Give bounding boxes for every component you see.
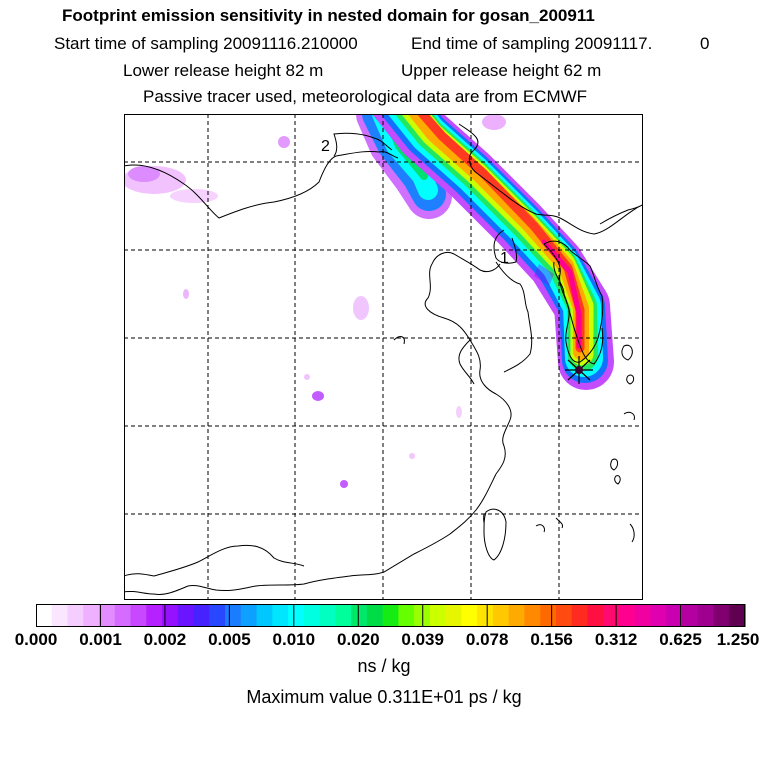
patch-d xyxy=(304,374,310,380)
map-label-1: 1 xyxy=(500,250,509,267)
colorbar-cell xyxy=(634,604,652,627)
map-label-2: 2 xyxy=(321,138,330,155)
colorbar-tick-label: 0.000 xyxy=(14,630,58,649)
colorbar-cell xyxy=(319,604,336,627)
patch-f xyxy=(456,406,462,418)
colorbar-tick-label: 0.010 xyxy=(272,630,316,649)
colorbar-cell xyxy=(162,604,179,627)
colorbar-tick-label: 0.156 xyxy=(530,630,573,649)
colorbar-cell xyxy=(67,604,84,627)
colorbar-cell xyxy=(477,604,494,627)
colorbar-cell xyxy=(256,604,273,627)
colorbar-cell xyxy=(225,604,242,627)
colorbar-cell xyxy=(177,604,195,627)
colorbar-cell xyxy=(36,604,53,627)
colorbar xyxy=(36,604,746,627)
map-frame xyxy=(124,114,643,600)
colorbar-cell xyxy=(288,604,305,627)
patch-g xyxy=(409,453,415,459)
korean-peninsula xyxy=(543,240,604,363)
patch-c xyxy=(312,391,324,401)
patch-north xyxy=(278,136,290,148)
colorbar-tick-label: 0.078 xyxy=(465,630,509,649)
colorbar-cell xyxy=(540,604,557,627)
colorbar-cell xyxy=(429,604,447,627)
colorbar-cell xyxy=(335,604,352,627)
colorbar-tick-label: 0.625 xyxy=(659,630,702,649)
colorbar-dividers xyxy=(99,604,682,627)
colorbar-cell xyxy=(603,604,620,627)
colorbar-cell xyxy=(114,604,132,627)
patch-b xyxy=(353,296,369,320)
colorbar-cell xyxy=(382,604,399,627)
colorbar-frame xyxy=(36,604,745,627)
end-time-value: 0 xyxy=(700,34,710,53)
start-time-text: Start time of sampling 20091116.210000 xyxy=(54,34,358,53)
colorbar-tick-label: 0.039 xyxy=(401,630,444,649)
colorbar-cell xyxy=(445,604,462,627)
island-se xyxy=(610,458,619,471)
colorbar-cell xyxy=(681,604,699,627)
east-coast xyxy=(535,203,643,543)
colorbar-tick-label: 0.002 xyxy=(143,630,187,649)
colorbar-tick-label: 0.020 xyxy=(337,630,380,649)
colorbar-cell xyxy=(272,604,289,627)
patch-west-core xyxy=(128,166,160,182)
lower-release-text: Lower release height 82 m xyxy=(123,61,324,80)
title-text: Footprint emission sensitivity in nested… xyxy=(62,6,595,25)
plume-main xyxy=(372,114,614,390)
colorbar-cell xyxy=(492,604,510,627)
footprint-map: 2 1 xyxy=(124,114,643,600)
colorbar-cell xyxy=(51,604,69,627)
colorbar-cell xyxy=(555,604,573,627)
patch-northeast xyxy=(482,114,506,130)
maximum-value: Maximum value 0.311E+01 ps / kg xyxy=(246,687,522,707)
islands xyxy=(483,344,635,561)
colorbar-cell xyxy=(240,604,258,627)
sensitivity-field xyxy=(124,114,643,595)
colorbar-cell xyxy=(508,604,526,627)
patch-e xyxy=(340,480,348,488)
colorbar-cells xyxy=(36,604,746,627)
colorbar-tick-label: 0.312 xyxy=(594,630,638,649)
upper-release-text: Upper release height 62 m xyxy=(401,61,602,80)
colorbar-cell xyxy=(193,604,210,627)
colorbar-cell xyxy=(366,604,384,627)
colorbar-cell xyxy=(697,604,715,627)
colorbar-cell xyxy=(571,604,589,627)
colorbar-cell xyxy=(666,604,683,627)
colorbar-cell xyxy=(524,604,541,627)
colorbar-cell xyxy=(209,604,226,627)
colorbar-cell xyxy=(351,604,368,627)
tracer-text: Passive tracer used, meteorological data… xyxy=(143,87,588,106)
patch-a xyxy=(183,289,189,299)
island-se2 xyxy=(614,475,621,485)
colorbar-cell xyxy=(303,604,321,627)
colorbar-cell xyxy=(130,604,147,627)
colorbar-cell xyxy=(729,604,746,627)
colorbar-cell xyxy=(587,604,604,627)
colorbar-units: ns / kg xyxy=(357,656,411,676)
island-e xyxy=(626,374,635,385)
receptor-center xyxy=(575,366,583,374)
colorbar-cell xyxy=(650,604,667,627)
colorbar-tick-label: 0.005 xyxy=(208,630,251,649)
colorbar-cell xyxy=(83,604,100,627)
colorbar-cell xyxy=(618,604,636,627)
colorbar-cell xyxy=(398,604,415,627)
patch-west-tail xyxy=(170,189,218,203)
colorbar-tick-label: 0.001 xyxy=(79,630,122,649)
colorbar-tick-label: 1.250 xyxy=(716,630,760,649)
map-grid xyxy=(124,114,643,600)
end-time-text: End time of sampling 20091117. xyxy=(411,34,653,53)
plume-shadow xyxy=(534,264,554,286)
island-ne xyxy=(621,344,633,361)
colorbar-cell xyxy=(146,604,163,627)
colorbar-cell xyxy=(99,604,116,627)
colorbar-cell xyxy=(461,604,478,627)
colorbar-cell xyxy=(713,604,730,627)
